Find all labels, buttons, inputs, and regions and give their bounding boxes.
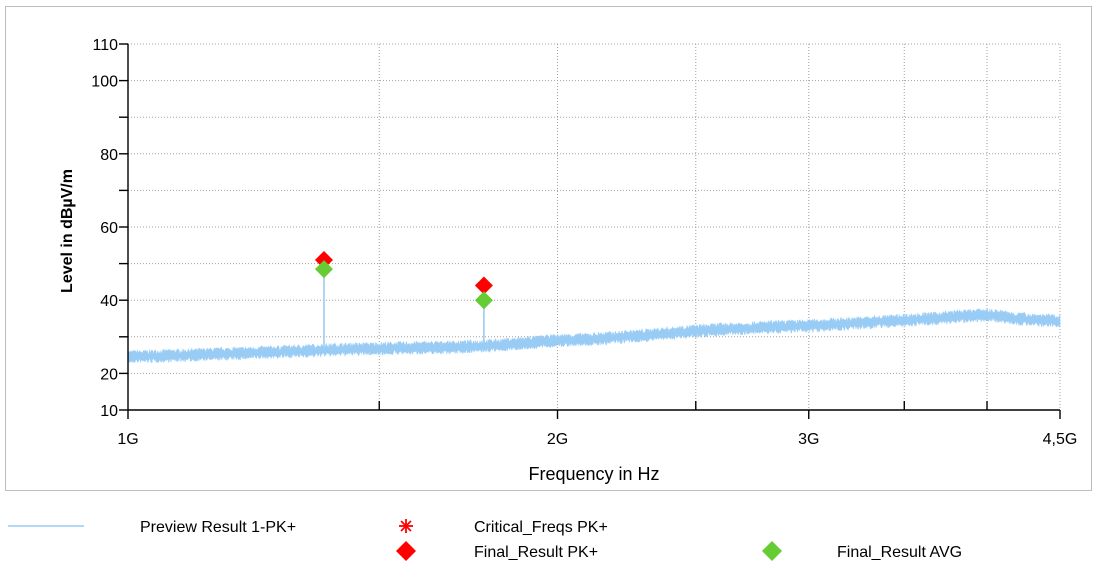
y-tick-label: 80 <box>100 147 118 164</box>
legend-label: Preview Result 1-PK+ <box>140 519 296 536</box>
y-tick-label: 60 <box>100 220 118 237</box>
legend-swatch-critical <box>399 519 413 533</box>
legend-label: Final_Result PK+ <box>474 544 598 561</box>
y-tick-label: 20 <box>100 366 118 383</box>
x-axis-title: Frequency in Hz <box>528 464 659 484</box>
legend-label: Final_Result AVG <box>837 544 962 561</box>
x-tick-label: 2G <box>547 431 568 448</box>
final-avg-point <box>314 260 333 279</box>
x-tick-label: 4,5G <box>1043 431 1078 448</box>
grid-layer <box>128 43 1061 410</box>
y-axis-title: Level in dBµV/m <box>59 169 76 293</box>
final-pk-point <box>474 276 493 295</box>
final-pk-point <box>314 250 333 269</box>
label-layer: 10 20 40 60 80 100 110 1G 2G 3G 4,5G Frequency in H… <box>59 37 1077 484</box>
y-tick-label: 110 <box>92 37 118 54</box>
final-avg-point <box>474 291 493 310</box>
preview-trace <box>127 308 1061 364</box>
legend-label: Critical_Freqs PK+ <box>474 519 608 536</box>
series-layer <box>127 250 1061 364</box>
asterisk-stroke <box>400 520 412 532</box>
y-tick-label: 10 <box>100 403 118 420</box>
x-tick-label: 3G <box>798 431 819 448</box>
legend-swatch-final-pk <box>396 541 416 561</box>
legend-layer: Preview Result 1-PK+ Critical_Freqs PK+ Fi… <box>8 519 962 561</box>
y-tick-label: 100 <box>91 74 118 91</box>
axis-layer <box>119 43 1061 419</box>
y-tick-label: 40 <box>100 293 118 310</box>
x-tick-label: 1G <box>117 431 138 448</box>
legend-swatch-final-avg <box>762 541 782 561</box>
